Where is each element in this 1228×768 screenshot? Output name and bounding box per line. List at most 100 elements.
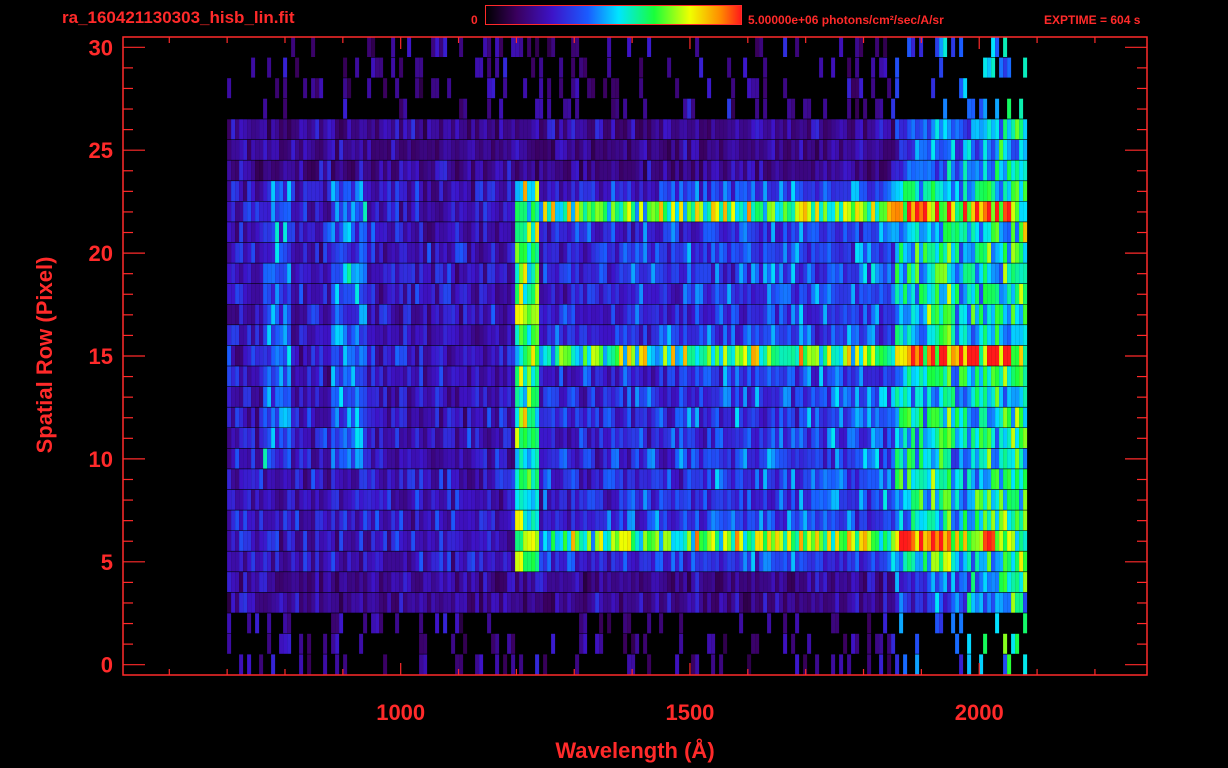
heat-cell: [691, 530, 696, 551]
heat-cell: [363, 325, 368, 346]
heat-cell: [379, 386, 384, 407]
heat-cell: [603, 160, 608, 181]
heat-cell: [503, 304, 508, 325]
heat-cell: [395, 448, 400, 469]
heat-cell: [375, 345, 380, 366]
heat-cell: [399, 201, 404, 222]
heat-cell: [587, 572, 592, 593]
heat-cell: [895, 160, 900, 181]
heat-cell: [771, 325, 776, 346]
heat-cell: [899, 469, 904, 490]
heat-cell: [819, 304, 824, 325]
heat-cell: [615, 284, 620, 304]
heat-cell: [367, 386, 372, 407]
heat-cell: [943, 345, 948, 366]
heat-cell: [659, 181, 664, 202]
heat-cell: [475, 201, 480, 222]
heat-cell: [463, 386, 468, 407]
heat-cell: [307, 407, 312, 428]
heat-cell: [515, 428, 520, 448]
heat-cell: [411, 325, 416, 346]
heat-cell: [871, 407, 876, 428]
heat-cell: [291, 263, 296, 284]
heat-cell: [819, 386, 824, 407]
heat-cell: [423, 469, 428, 490]
heat-cell: [555, 201, 560, 222]
heat-cell: [295, 263, 300, 284]
heat-cell: [663, 304, 668, 325]
heat-cell: [431, 119, 436, 140]
heat-cell: [515, 572, 520, 593]
heat-cell: [479, 428, 484, 448]
heat-cell: [391, 572, 396, 593]
heat-cell: [375, 304, 380, 325]
heat-cell: [595, 633, 600, 654]
heat-cell: [607, 613, 612, 634]
heat-cell: [711, 407, 716, 428]
heat-cell: [875, 551, 880, 572]
heat-cell: [539, 263, 544, 284]
heat-cell: [947, 386, 952, 407]
heat-cell: [343, 510, 348, 531]
heat-cell: [987, 284, 992, 304]
heat-cell: [599, 242, 604, 263]
heat-cell: [979, 592, 984, 613]
heat-cell: [283, 469, 288, 490]
heat-cell: [639, 572, 644, 593]
heat-cell: [483, 510, 488, 531]
heat-cell: [891, 98, 896, 119]
heat-cell: [875, 325, 880, 346]
heat-cell: [835, 428, 840, 448]
heat-cell: [439, 160, 444, 181]
heat-cell: [231, 345, 236, 366]
heat-cell: [595, 572, 600, 593]
heat-cell: [331, 407, 336, 428]
heat-cell: [687, 284, 692, 304]
heat-cell: [651, 181, 656, 202]
heat-cell: [731, 242, 736, 263]
heat-cell: [327, 242, 332, 263]
heat-cell: [535, 592, 540, 613]
heat-cell: [611, 448, 616, 469]
heat-cell: [763, 325, 768, 346]
heat-cell: [659, 284, 664, 304]
heat-cell: [903, 242, 908, 263]
heat-cell: [967, 654, 972, 675]
heat-cell: [479, 263, 484, 284]
heat-cell: [855, 345, 860, 366]
heat-cell: [251, 284, 256, 304]
heat-cell: [635, 222, 640, 243]
heat-cell: [335, 572, 340, 593]
heat-cell: [243, 428, 248, 448]
heat-cell: [711, 119, 716, 140]
heat-cell: [395, 530, 400, 551]
heat-cell: [415, 181, 420, 202]
heat-cell: [371, 386, 376, 407]
heat-cell: [835, 407, 840, 428]
heat-cell: [255, 325, 260, 346]
heat-cell: [575, 222, 580, 243]
heat-cell: [955, 469, 960, 490]
heat-cell: [743, 242, 748, 263]
heat-cell: [903, 304, 908, 325]
heat-cell: [811, 386, 816, 407]
heat-cell: [719, 551, 724, 572]
heat-cell: [771, 551, 776, 572]
heat-cell: [427, 325, 432, 346]
heat-cell: [547, 510, 552, 531]
heat-cell: [675, 572, 680, 593]
heat-cell: [751, 448, 756, 469]
heat-cell: [479, 407, 484, 428]
heat-cell: [567, 448, 572, 469]
heat-cell: [895, 201, 900, 222]
heat-cell: [883, 407, 888, 428]
heat-cell: [375, 489, 380, 510]
heat-cell: [487, 98, 492, 119]
heat-cell: [567, 386, 572, 407]
heat-cell: [991, 530, 996, 551]
heat-cell: [395, 510, 400, 531]
heat-cell: [527, 551, 532, 572]
heat-cell: [259, 448, 264, 469]
heat-cell: [751, 510, 756, 531]
heat-cell: [411, 284, 416, 304]
